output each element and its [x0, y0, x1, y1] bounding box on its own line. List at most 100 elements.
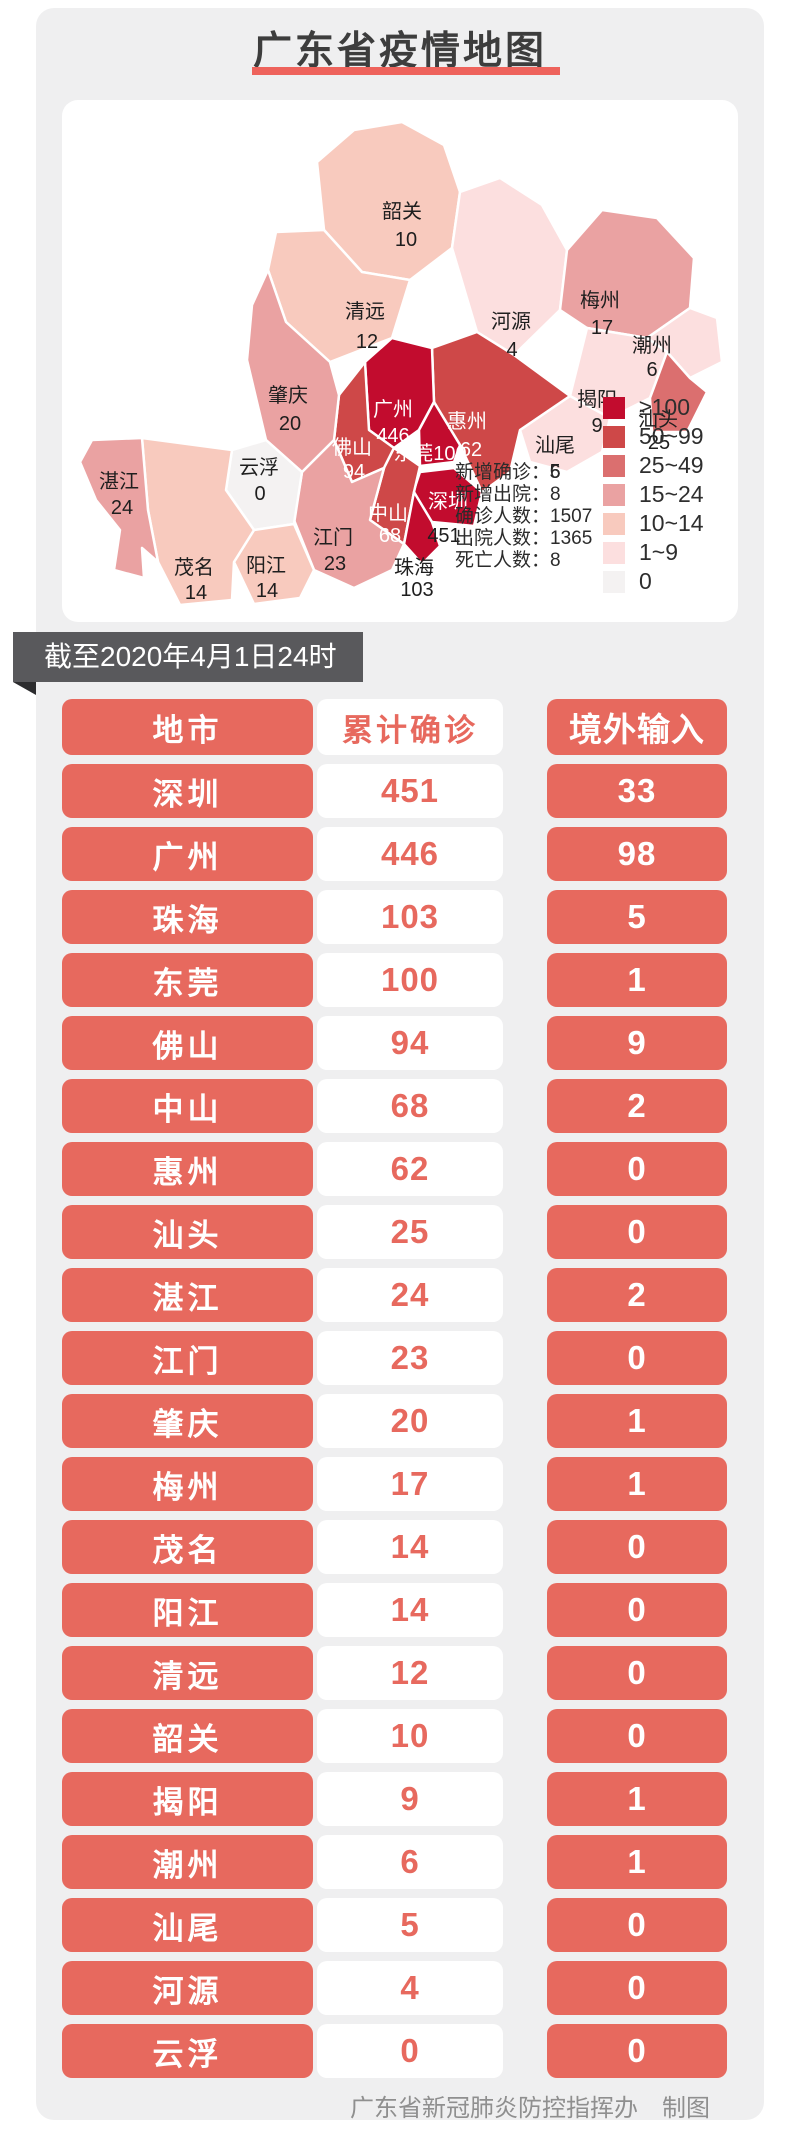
- table-cell-c3: 1: [547, 1394, 727, 1448]
- table-row: 梅州 17 1: [0, 1457, 800, 1511]
- map-value-jieyang: 9: [591, 415, 602, 437]
- table-cell-c1: 韶关: [62, 1709, 313, 1763]
- map-label-meizhou: 梅州: [580, 289, 620, 312]
- map-value-shenzhen: 451: [427, 525, 460, 547]
- table-cell-c3: 0: [547, 1583, 727, 1637]
- table-row: 湛江 24 2: [0, 1268, 800, 1322]
- map-value-zhanjiang: 24: [111, 497, 133, 519]
- map-label-huizhou: 惠州: [447, 410, 487, 433]
- table-cell-c1: 东莞: [62, 953, 313, 1007]
- table-cell-c2: 100: [317, 953, 503, 1007]
- stats-panel: 新增确诊：6 新增出院：8 确诊人数：1507 出院人数：1365 死亡人数：8: [455, 462, 592, 572]
- table-cell-c3: 33: [547, 764, 727, 818]
- table-cell-c2: 68: [317, 1079, 503, 1133]
- map-label-shantou: 汕头: [638, 408, 678, 431]
- map-value-shantou: 25: [648, 432, 670, 454]
- table-cell-c2: 14: [317, 1583, 503, 1637]
- map-label-yangjiang: 阳江: [246, 554, 286, 577]
- footer-credit: 广东省新冠肺炎防控指挥办 制图: [350, 2095, 710, 2122]
- map-value-chaozhou: 6: [646, 359, 657, 381]
- table-row: 佛山 94 9: [0, 1016, 800, 1070]
- legend-label: ≥100: [639, 394, 690, 420]
- stats-line-0: 新增确诊：6: [455, 462, 561, 483]
- table-cell-c1: 潮州: [62, 1835, 313, 1889]
- table-cell-c1: 河源: [62, 1961, 313, 2015]
- table-cell-c2: 451: [317, 764, 503, 818]
- legend-item-1: 50~99: [603, 422, 704, 451]
- legend-label: 0: [639, 568, 652, 594]
- map-value-foshan: 94: [343, 461, 365, 483]
- legend-label: 15~24: [639, 481, 704, 507]
- banner-fold: [13, 682, 36, 695]
- table-cell-c2: 4: [317, 1961, 503, 2015]
- table-cell-c3: 98: [547, 827, 727, 881]
- header-cell-c1: 地市: [62, 699, 313, 755]
- date-banner: 截至2020年4月1日24时: [13, 632, 363, 682]
- legend-label: 10~14: [639, 510, 704, 536]
- page-title: 广东省疫情地图: [252, 30, 547, 73]
- map-label-heyuan: 河源: [491, 310, 531, 333]
- table-cell-c2: 25: [317, 1205, 503, 1259]
- table-cell-c3: 1: [547, 953, 727, 1007]
- table-cell-c2: 5: [317, 1898, 503, 1952]
- map-label-shenzhen: 深圳: [428, 490, 468, 513]
- map-value-qingyuan: 12: [356, 331, 378, 353]
- legend-swatch: [603, 570, 625, 593]
- map-value-shanwei: 5: [549, 461, 560, 483]
- table-cell-c1: 梅州: [62, 1457, 313, 1511]
- table-row: 珠海 103 5: [0, 890, 800, 944]
- stats-line-1: 新增出院：8: [455, 484, 561, 505]
- table-cell-c2: 24: [317, 1268, 503, 1322]
- table-row: 江门 23 0: [0, 1331, 800, 1385]
- map-value-yangjiang: 14: [256, 580, 278, 602]
- table-cell-c3: 0: [547, 1961, 727, 2015]
- table-cell-c1: 阳江: [62, 1583, 313, 1637]
- table-cell-c3: 1: [547, 1835, 727, 1889]
- map-region-zhanjiang: [78, 436, 160, 580]
- table-cell-c2: 62: [317, 1142, 503, 1196]
- legend-item-3: 15~24: [603, 480, 704, 509]
- table-cell-c2: 17: [317, 1457, 503, 1511]
- table-cell-c3: 0: [547, 1331, 727, 1385]
- table-row: 揭阳 9 1: [0, 1772, 800, 1826]
- legend-swatch: [603, 541, 625, 564]
- map-label-zhongshan: 中山: [368, 502, 408, 525]
- map-legend: ≥100 50~99 25~49 15~24 10~14 1~9 0: [603, 393, 704, 596]
- table-row: 广州 446 98: [0, 827, 800, 881]
- table-row: 潮州 6 1: [0, 1835, 800, 1889]
- legend-item-2: 25~49: [603, 451, 704, 480]
- table-row: 肇庆 20 1: [0, 1394, 800, 1448]
- map-value-guangzhou: 446: [376, 425, 409, 447]
- table-row: 汕头 25 0: [0, 1205, 800, 1259]
- map-label-jiangmen: 江门: [313, 526, 353, 549]
- table-cell-c1: 汕头: [62, 1205, 313, 1259]
- header-cell-c2: 累计确诊: [317, 699, 503, 755]
- table-cell-c2: 103: [317, 890, 503, 944]
- table-row: 深圳 451 33: [0, 764, 800, 818]
- map-value-shaoguan: 10: [395, 229, 417, 251]
- table-row: 汕尾 5 0: [0, 1898, 800, 1952]
- table-cell-c1: 肇庆: [62, 1394, 313, 1448]
- table-cell-c1: 佛山: [62, 1016, 313, 1070]
- table-cell-c2: 94: [317, 1016, 503, 1070]
- table-cell-c2: 10: [317, 1709, 503, 1763]
- map-value-meizhou: 17: [591, 317, 613, 339]
- table-cell-c2: 446: [317, 827, 503, 881]
- table-cell-c1: 珠海: [62, 890, 313, 944]
- table-cell-c1: 揭阳: [62, 1772, 313, 1826]
- map-label-dongguan: 东莞100: [393, 442, 466, 465]
- map-label-zhanjiang: 湛江: [99, 470, 139, 493]
- map-label-shaoguan: 韶关: [382, 200, 422, 223]
- table-cell-c1: 江门: [62, 1331, 313, 1385]
- table-cell-c3: 0: [547, 1709, 727, 1763]
- map-label-zhaoqing: 肇庆: [268, 384, 308, 407]
- legend-label: 50~99: [639, 423, 704, 449]
- table-cell-c2: 23: [317, 1331, 503, 1385]
- table-cell-c3: 0: [547, 1520, 727, 1574]
- table-row: 阳江 14 0: [0, 1583, 800, 1637]
- map-value-huizhou: 62: [460, 439, 482, 461]
- table-cell-c3: 2: [547, 1079, 727, 1133]
- table-cell-c1: 汕尾: [62, 1898, 313, 1952]
